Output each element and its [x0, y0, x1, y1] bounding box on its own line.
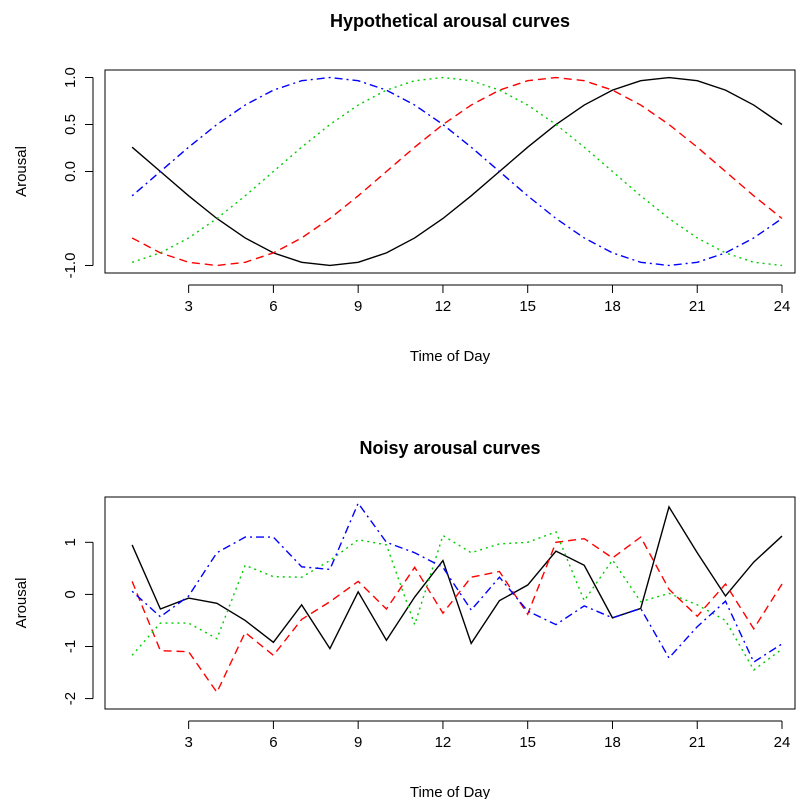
x-tick-label: 15 [519, 298, 536, 315]
x-tick-label: 6 [269, 298, 277, 315]
x-tick-label: 9 [354, 298, 362, 315]
x-tick-label: 12 [435, 298, 452, 315]
series-line [131, 531, 783, 671]
plot-box [104, 496, 796, 710]
series-line [131, 536, 783, 694]
series-line [131, 501, 783, 664]
x-tick-label: 12 [435, 734, 452, 751]
y-tick-label: 0.5 [62, 114, 79, 135]
y-tick-label: 1 [62, 538, 79, 546]
x-axis-label: Time of Day [410, 784, 491, 799]
x-tick-label: 6 [269, 734, 277, 751]
y-tick-label: -2 [62, 692, 79, 705]
chart-title: Noisy arousal curves [359, 438, 540, 458]
series-line [131, 76, 783, 267]
y-tick-label: 1.0 [62, 67, 79, 88]
x-tick-label: 21 [689, 734, 706, 751]
plot-box [104, 69, 796, 274]
chart-title: Hypothetical arousal curves [330, 11, 570, 31]
y-tick-label: -1 [62, 640, 79, 653]
x-tick-label: 24 [774, 298, 791, 315]
y-axis-label: Arousal [13, 578, 30, 629]
series-line [131, 505, 783, 650]
y-axis-label: Arousal [13, 146, 30, 197]
x-tick-label: 15 [519, 734, 536, 751]
series-line [131, 76, 783, 267]
y-tick-label: 0.0 [62, 161, 79, 182]
x-tick-label: 9 [354, 734, 362, 751]
series-line [131, 76, 783, 267]
x-tick-label: 18 [604, 298, 621, 315]
y-tick-label: -1.0 [62, 253, 79, 279]
x-tick-label: 3 [184, 734, 192, 751]
x-axis-label: Time of Day [410, 348, 491, 365]
x-tick-label: 24 [774, 734, 791, 751]
x-tick-label: 18 [604, 734, 621, 751]
series-line [131, 76, 783, 267]
x-tick-label: 21 [689, 298, 706, 315]
x-tick-label: 3 [184, 298, 192, 315]
y-tick-label: 0 [62, 590, 79, 598]
